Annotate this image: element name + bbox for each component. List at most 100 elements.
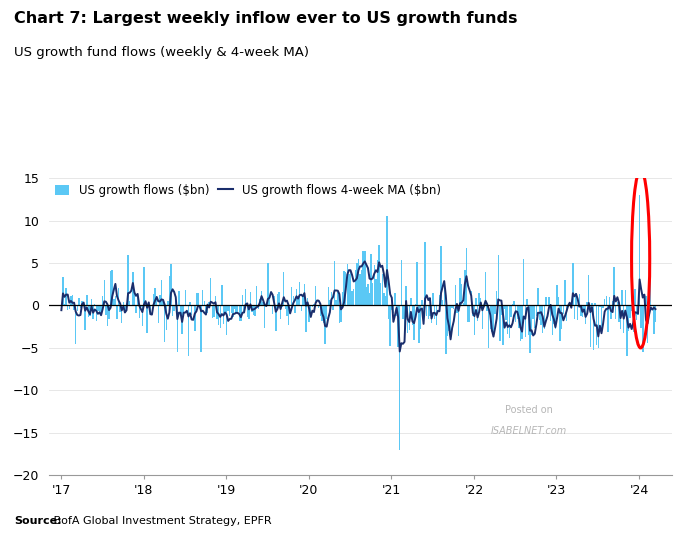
Bar <box>115 295 116 306</box>
Bar <box>363 251 364 306</box>
Bar <box>558 296 559 306</box>
Bar <box>265 303 267 306</box>
Bar <box>99 306 100 314</box>
Bar <box>391 306 393 309</box>
Bar <box>281 306 283 307</box>
Bar <box>433 293 434 306</box>
Bar <box>445 306 447 354</box>
Bar <box>418 306 419 343</box>
Bar <box>300 306 302 312</box>
Bar <box>289 305 290 306</box>
Bar <box>194 306 195 332</box>
Legend: US growth flows ($bn), US growth flows 4-week MA ($bn): US growth flows ($bn), US growth flows 4… <box>55 184 441 197</box>
Bar <box>275 306 276 332</box>
Bar <box>61 306 62 310</box>
Bar <box>106 306 108 326</box>
Bar <box>180 306 181 312</box>
Bar <box>480 298 482 306</box>
Bar <box>129 301 130 306</box>
Bar <box>434 306 435 319</box>
Bar <box>386 217 388 306</box>
Bar <box>126 303 127 306</box>
Bar <box>88 306 89 317</box>
Bar <box>298 296 299 306</box>
Bar <box>599 306 601 307</box>
Bar <box>345 272 346 306</box>
Bar <box>140 306 141 307</box>
Bar <box>310 306 312 316</box>
Bar <box>447 306 448 336</box>
Bar <box>370 253 372 306</box>
Bar <box>598 306 599 348</box>
Bar <box>121 306 122 323</box>
Bar <box>313 303 315 306</box>
Bar <box>304 284 305 306</box>
Text: Posted on: Posted on <box>505 405 552 415</box>
Bar <box>609 296 610 306</box>
Bar <box>358 259 359 306</box>
Bar <box>161 280 162 306</box>
Bar <box>70 296 71 306</box>
Bar <box>72 295 74 306</box>
Bar <box>368 284 369 306</box>
Bar <box>629 306 631 318</box>
Bar <box>97 306 99 311</box>
Bar <box>606 296 607 306</box>
Bar <box>634 288 636 306</box>
Bar <box>369 293 370 306</box>
Text: ISABELNET.com: ISABELNET.com <box>491 426 567 436</box>
Bar <box>164 306 165 342</box>
Bar <box>458 306 459 335</box>
Bar <box>64 303 65 306</box>
Bar <box>293 296 294 306</box>
Bar <box>350 271 351 306</box>
Bar <box>120 306 121 312</box>
Bar <box>75 306 76 344</box>
Bar <box>470 291 472 306</box>
Bar <box>388 306 389 319</box>
Bar <box>647 306 648 342</box>
Bar <box>561 306 563 329</box>
Bar <box>309 306 310 322</box>
Bar <box>229 306 230 316</box>
Bar <box>374 265 375 306</box>
Bar <box>421 300 423 306</box>
Bar <box>241 295 243 306</box>
Bar <box>334 260 335 306</box>
Bar <box>556 285 558 306</box>
Bar <box>323 306 324 322</box>
Bar <box>503 306 504 345</box>
Bar <box>169 276 170 306</box>
Bar <box>91 299 92 306</box>
Bar <box>165 306 167 330</box>
Bar <box>622 290 623 306</box>
Bar <box>69 306 70 309</box>
Bar <box>335 300 337 306</box>
Bar <box>494 306 496 314</box>
Bar <box>153 294 154 306</box>
Bar <box>518 306 519 328</box>
Bar <box>618 306 620 322</box>
Bar <box>653 306 654 334</box>
Bar <box>515 306 517 322</box>
Bar <box>534 306 536 328</box>
Bar <box>404 306 405 340</box>
Bar <box>429 306 430 316</box>
Bar <box>279 292 280 306</box>
Bar <box>500 306 502 315</box>
Bar <box>496 291 498 306</box>
Bar <box>454 285 456 306</box>
Bar <box>255 306 256 315</box>
Bar <box>531 306 532 335</box>
Bar <box>544 306 545 329</box>
Bar <box>302 296 304 306</box>
Bar <box>588 275 589 306</box>
Bar <box>102 296 104 306</box>
Bar <box>526 299 528 306</box>
Bar <box>650 275 652 306</box>
Bar <box>359 274 360 306</box>
Bar <box>394 293 395 306</box>
Bar <box>420 306 421 329</box>
Bar <box>172 306 174 316</box>
Bar <box>529 306 531 353</box>
